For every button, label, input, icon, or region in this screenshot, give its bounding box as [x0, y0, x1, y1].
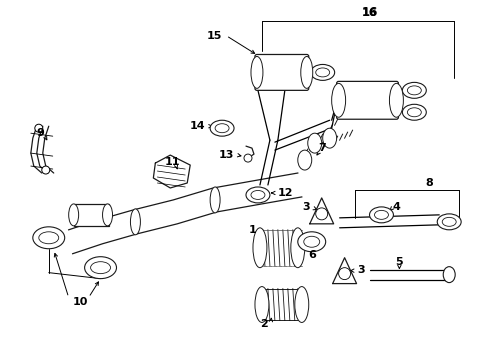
Ellipse shape	[68, 204, 79, 226]
Ellipse shape	[436, 214, 460, 230]
Circle shape	[35, 124, 42, 132]
Text: 6: 6	[307, 250, 315, 260]
Text: 16: 16	[361, 8, 377, 18]
Text: 1: 1	[248, 225, 255, 235]
Text: 11: 11	[164, 157, 180, 167]
Text: 14: 14	[189, 121, 205, 131]
Ellipse shape	[250, 57, 263, 88]
Ellipse shape	[441, 217, 455, 226]
Ellipse shape	[254, 287, 268, 323]
Ellipse shape	[331, 84, 345, 117]
Text: 13: 13	[218, 150, 234, 160]
Ellipse shape	[245, 187, 269, 203]
Ellipse shape	[374, 210, 387, 219]
Text: 16: 16	[361, 6, 377, 19]
FancyBboxPatch shape	[336, 81, 398, 119]
Ellipse shape	[402, 104, 426, 120]
Ellipse shape	[102, 204, 112, 226]
Ellipse shape	[250, 190, 264, 199]
Text: 15: 15	[206, 31, 222, 41]
Ellipse shape	[215, 124, 228, 133]
Ellipse shape	[39, 232, 59, 244]
Text: 10: 10	[73, 297, 88, 306]
Ellipse shape	[407, 86, 421, 95]
Ellipse shape	[130, 209, 140, 235]
Bar	[74, 204, 108, 226]
Ellipse shape	[90, 262, 110, 274]
Text: 4: 4	[392, 202, 400, 212]
Circle shape	[338, 268, 350, 280]
Text: 7: 7	[317, 143, 325, 153]
Ellipse shape	[407, 108, 421, 117]
Text: 2: 2	[260, 319, 267, 329]
Ellipse shape	[307, 133, 321, 153]
Text: 12: 12	[277, 188, 293, 198]
Ellipse shape	[402, 82, 426, 98]
Ellipse shape	[300, 57, 312, 88]
Ellipse shape	[442, 267, 454, 283]
Ellipse shape	[84, 257, 116, 279]
Ellipse shape	[244, 154, 251, 162]
Circle shape	[41, 166, 50, 174]
Ellipse shape	[290, 228, 304, 268]
Ellipse shape	[315, 68, 329, 77]
Text: 8: 8	[425, 178, 432, 188]
Ellipse shape	[303, 236, 319, 247]
Ellipse shape	[297, 150, 311, 170]
Ellipse shape	[252, 228, 266, 268]
Ellipse shape	[33, 227, 64, 249]
Ellipse shape	[322, 128, 336, 148]
Text: 3: 3	[302, 202, 309, 212]
Text: 5: 5	[395, 257, 403, 267]
Ellipse shape	[210, 120, 234, 136]
Ellipse shape	[210, 187, 220, 213]
Ellipse shape	[310, 64, 334, 80]
Text: 3: 3	[357, 265, 365, 275]
Ellipse shape	[294, 287, 308, 323]
Ellipse shape	[297, 232, 325, 252]
Text: 9: 9	[37, 128, 44, 138]
Circle shape	[315, 208, 327, 220]
FancyBboxPatch shape	[254, 54, 308, 90]
Ellipse shape	[369, 207, 393, 223]
Ellipse shape	[388, 84, 403, 117]
